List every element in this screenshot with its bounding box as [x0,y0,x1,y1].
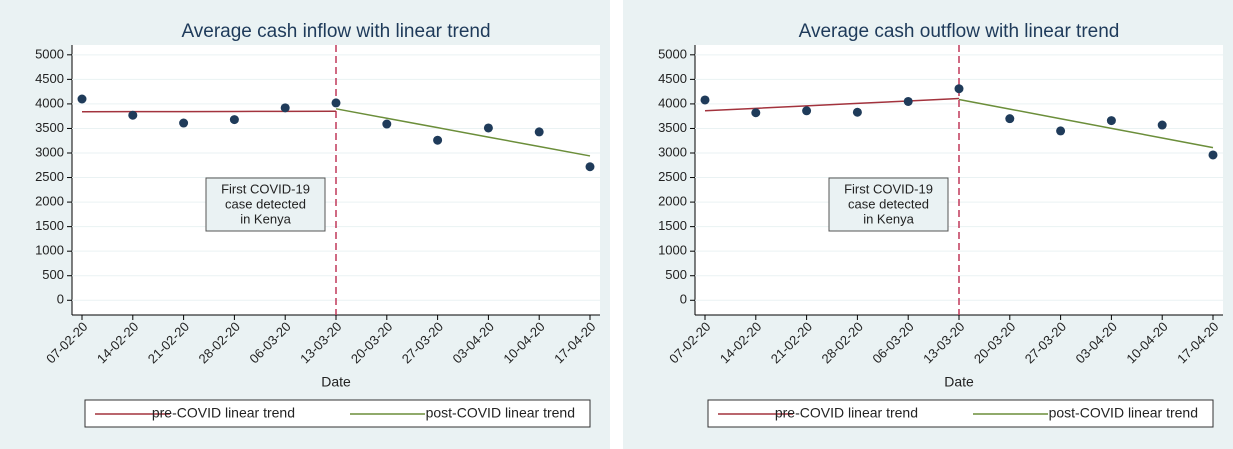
y-tick-label: 0 [680,292,687,307]
y-tick-label: 1500 [35,218,64,233]
annotation-box [205,177,326,232]
y-tick-label: 1500 [658,218,687,233]
data-point [700,95,710,105]
data-point [534,127,544,137]
data-point [852,107,862,117]
data-point [585,162,595,172]
annotation-text: in Kenya [240,211,291,226]
y-tick-label: 2000 [35,194,64,209]
chart-panel: Average cash outflow with linear trend 0 5… [623,0,1233,449]
y-tick-label: 1000 [658,243,687,258]
trend-line [335,108,591,157]
data-point [433,135,443,145]
chart-panel: Average cash inflow with linear trend 0 50… [0,0,610,449]
annotation-text: First COVID-19 [221,181,310,196]
data-point [382,119,392,129]
y-tick-label: 2000 [658,194,687,209]
y-tick-label: 2500 [658,169,687,184]
data-point [77,94,87,104]
annotation-text: First COVID-19 [844,181,933,196]
data-point [179,118,189,128]
data-point [1106,116,1116,126]
data-point [802,106,812,116]
annotation-text: case detected [225,196,306,211]
y-tick-label: 3000 [658,144,687,159]
x-axis-label: Date [321,374,351,390]
data-point [331,98,341,108]
y-tick-label: 3500 [658,120,687,135]
data-point [1208,150,1218,160]
legend-label: post-COVID linear trend [1049,405,1198,421]
y-tick-label: 4500 [35,71,64,86]
y-tick-label: 3000 [35,144,64,159]
y-tick-label: 500 [665,267,687,282]
chart-title: Average cash outflow with linear trend [799,21,1120,42]
legend-label: pre-COVID linear trend [152,405,295,421]
y-tick-label: 4000 [658,95,687,110]
data-point [128,110,138,120]
data-point [1157,120,1167,130]
y-tick-label: 4000 [35,95,64,110]
y-tick-label: 5000 [35,46,64,61]
y-tick-label: 3500 [35,120,64,135]
y-tick-label: 5000 [658,46,687,61]
data-point [483,123,493,133]
chart-title: Average cash inflow with linear trend [181,21,490,42]
data-point [903,96,913,106]
y-tick-label: 0 [57,292,64,307]
data-point [229,115,239,125]
trend-line [958,98,1214,149]
y-tick-label: 1000 [35,243,64,258]
annotation-box [828,177,949,232]
y-tick-label: 4500 [658,71,687,86]
annotation-text: case detected [848,196,929,211]
legend-label: pre-COVID linear trend [775,405,918,421]
data-point [280,103,290,113]
x-axis-label: Date [944,374,974,390]
data-point [954,84,964,94]
annotation-text: in Kenya [863,211,914,226]
y-tick-label: 500 [42,267,64,282]
data-point [1056,126,1066,136]
legend-label: post-COVID linear trend [426,405,575,421]
y-tick-label: 2500 [35,169,64,184]
trend-line [704,97,960,112]
data-point [751,108,761,118]
data-point [1005,114,1015,124]
